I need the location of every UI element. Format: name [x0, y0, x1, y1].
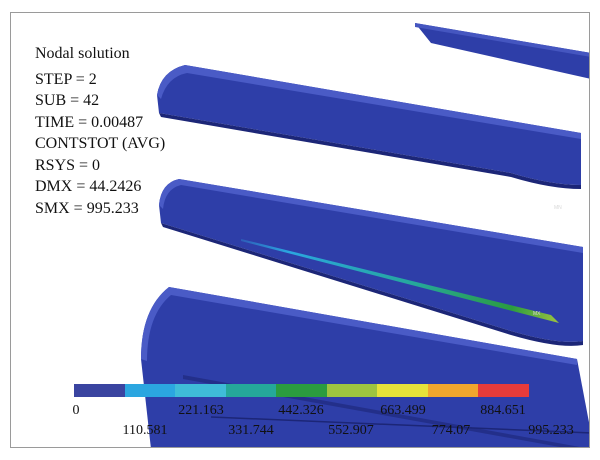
legend-swatch-2	[124, 384, 175, 397]
solution-info: Nodal solution STEP = 2 SUB = 42 TIME = …	[35, 43, 165, 219]
info-sub: SUB = 42	[35, 92, 100, 109]
contact-stress-strip	[241, 239, 559, 323]
info-title: Nodal solution	[35, 45, 130, 62]
legend-label: 774.07	[431, 423, 471, 438]
info-smx: SMX = 995.233	[35, 199, 139, 217]
mn-marker: MN	[554, 205, 562, 211]
mx-marker: MX	[533, 311, 541, 317]
legend-label: 552.907	[328, 423, 374, 438]
color-legend	[74, 384, 529, 397]
legend-label: 663.499	[380, 403, 426, 418]
info-time: TIME = 0.00487	[35, 113, 144, 131]
legend-label: 0	[72, 403, 80, 418]
info-rsys: RSYS = 0	[35, 156, 101, 174]
legend-swatch-4	[225, 384, 276, 397]
legend-label: 995.233	[528, 423, 574, 438]
blade-1	[415, 23, 589, 79]
legend-swatch-1	[74, 384, 125, 397]
info-step: STEP = 2	[35, 70, 97, 88]
legend-swatch-5	[276, 384, 327, 397]
legend-label: 331.744	[228, 423, 274, 438]
legend-swatch-3	[175, 384, 226, 397]
info-dmx: DMX = 44.2426	[35, 178, 142, 195]
blade-4	[141, 287, 589, 447]
legend-label: 221.163	[178, 403, 224, 418]
legend-swatch-8	[427, 384, 478, 397]
result-viewport: MX MN Nodal solution STEP = 2 SUB = 42 T…	[10, 12, 590, 448]
legend-label: 110.581	[122, 423, 168, 438]
model-view: MX MN	[141, 23, 589, 447]
legend-swatch-7	[377, 384, 428, 397]
legend-swatch-9	[478, 384, 529, 397]
legend-swatch-6	[326, 384, 377, 397]
blade-2	[157, 65, 581, 189]
info-item: CONTSTOT (AVG)	[35, 135, 166, 152]
legend-label: 442.326	[278, 403, 324, 418]
legend-label: 884.651	[480, 403, 526, 418]
